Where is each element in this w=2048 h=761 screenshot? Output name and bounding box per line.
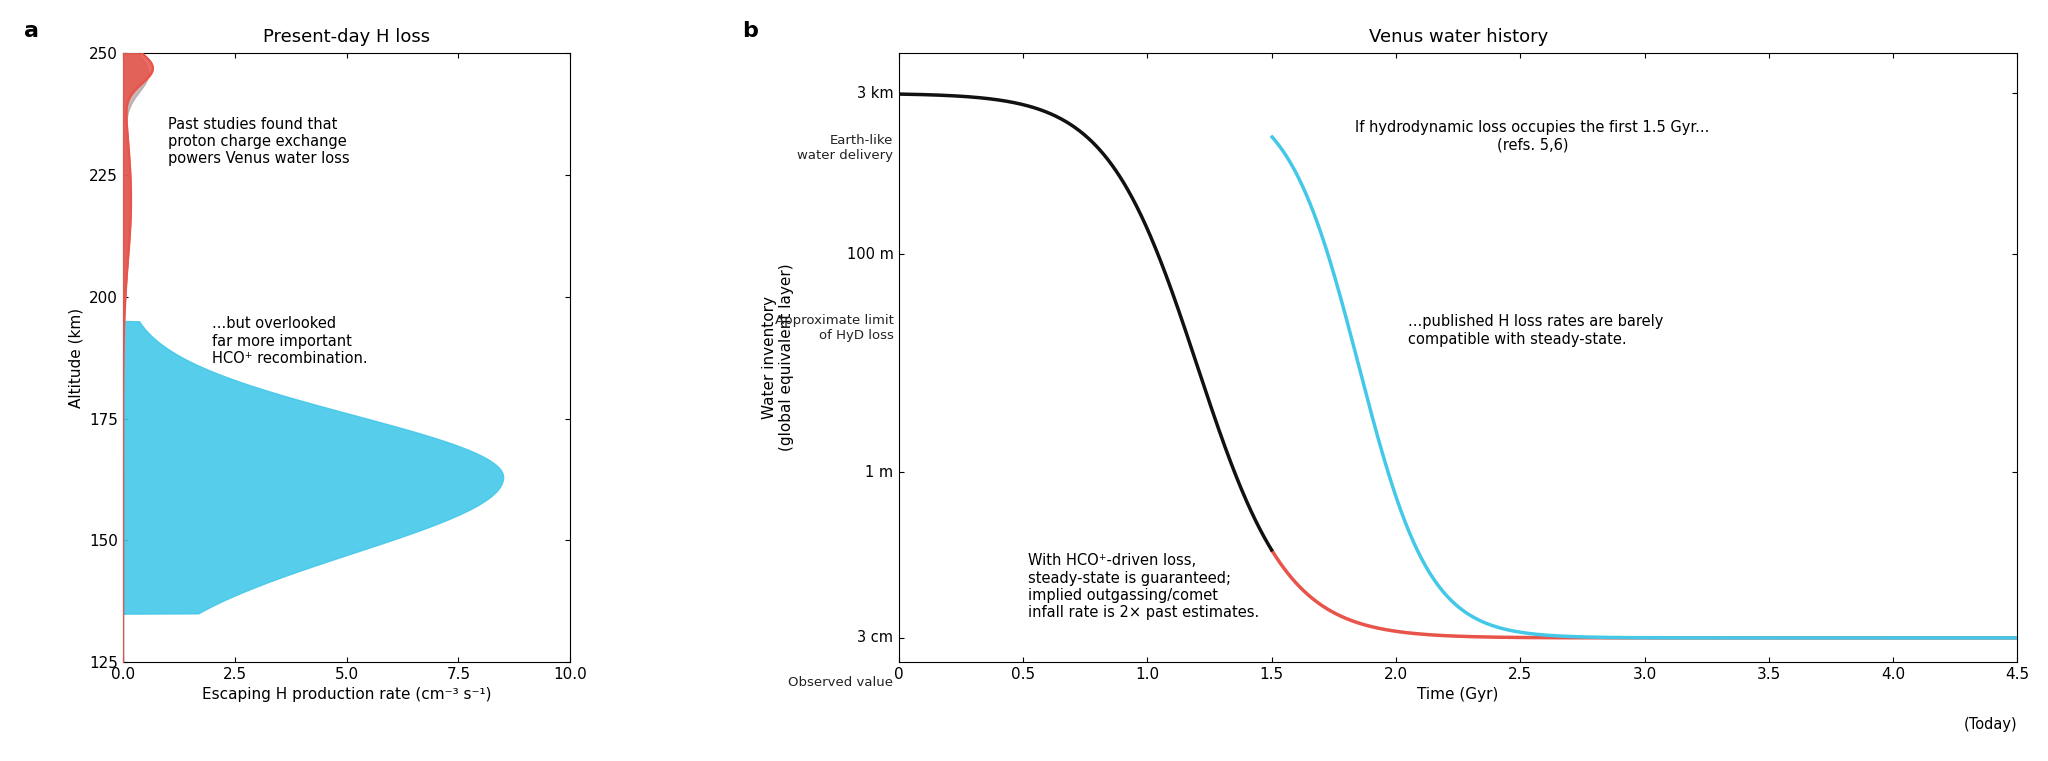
Text: Earth-like
water delivery: Earth-like water delivery — [797, 135, 893, 162]
X-axis label: Escaping H production rate (cm⁻³ s⁻¹): Escaping H production rate (cm⁻³ s⁻¹) — [203, 687, 492, 702]
Text: (Today): (Today) — [1964, 717, 2017, 732]
Text: Approximate limit
of HyD loss: Approximate limit of HyD loss — [774, 314, 893, 342]
Text: If hydrodynamic loss occupies the first 1.5 Gyr...
(refs. 5,6): If hydrodynamic loss occupies the first … — [1356, 120, 1710, 153]
Text: Past studies found that
proton charge exchange
powers Venus water loss: Past studies found that proton charge ex… — [168, 116, 350, 167]
Text: 3 cm: 3 cm — [858, 630, 893, 645]
Y-axis label: Water inventory
(global equivalent layer): Water inventory (global equivalent layer… — [762, 264, 795, 451]
Text: 100 m: 100 m — [846, 247, 893, 262]
Text: ...but overlooked
far more important
HCO⁺ recombination.: ...but overlooked far more important HCO… — [213, 317, 369, 366]
Title: Venus water history: Venus water history — [1368, 28, 1548, 46]
Text: With HCO⁺-driven loss,
steady-state is guaranteed;
implied outgassing/comet
infa: With HCO⁺-driven loss, steady-state is g… — [1028, 553, 1260, 620]
Title: Present-day H loss: Present-day H loss — [262, 28, 430, 46]
Text: 3 km: 3 km — [856, 86, 893, 101]
Text: 1 m: 1 m — [864, 464, 893, 479]
Y-axis label: Altitude (km): Altitude (km) — [68, 307, 84, 408]
Text: b: b — [743, 21, 758, 41]
Text: Observed value: Observed value — [788, 676, 893, 689]
X-axis label: Time (Gyr): Time (Gyr) — [1417, 687, 1499, 702]
Text: a: a — [25, 21, 39, 41]
Text: ...published H loss rates are barely
compatible with steady-state.: ...published H loss rates are barely com… — [1409, 314, 1663, 347]
